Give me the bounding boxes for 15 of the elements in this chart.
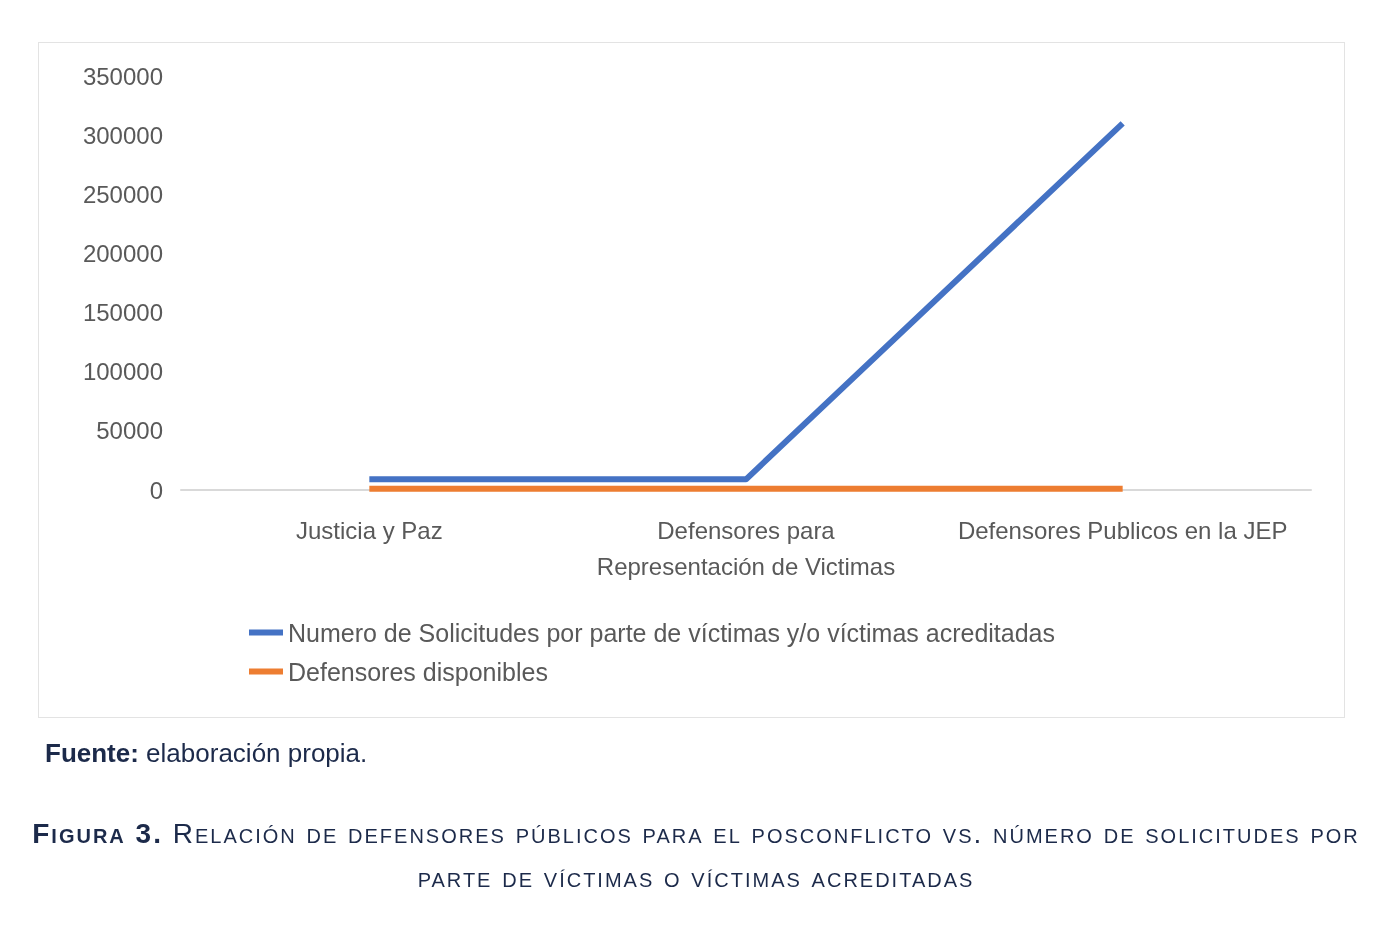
text: Figura 3. Relación de defensores públicos para el posconflicto vs. número de solicitudes por parte de víctimas o víctimas acreditadas [31, 817, 1361, 895]
x-tick-label: Justicia y Paz [295, 516, 443, 544]
y-tick-label: 250000 [82, 180, 163, 208]
x-tick-label: Defensores para Representación de Victimas [596, 516, 896, 580]
x-tick-label: Defensores Publicos en la JEP [957, 516, 1288, 544]
y-tick-label: 0 [149, 476, 163, 504]
y-tick-label: 100000 [82, 358, 163, 386]
y-tick-label: 300000 [82, 121, 163, 149]
legend-label: Defensores disponibles [288, 657, 548, 686]
y-tick-label: 50000 [96, 417, 163, 445]
y-tick-label: 150000 [82, 299, 163, 327]
y-tick-label: 200000 [82, 239, 163, 267]
legend-label: Numero de Solicitudes por parte de víctimas y/o víctimas acreditadas [288, 618, 1056, 647]
source-note: Fuente: elaboración propia. [45, 738, 368, 769]
y-tick-label: 350000 [82, 62, 163, 90]
